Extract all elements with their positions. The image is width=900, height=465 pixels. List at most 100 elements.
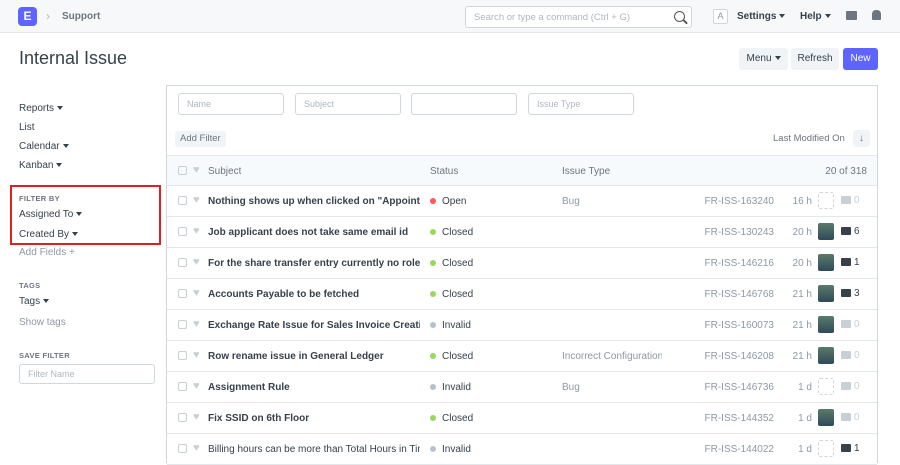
modified-time: 21 h [792, 351, 812, 362]
assignee-avatar[interactable] [818, 409, 834, 426]
table-row[interactable]: ♥ Job applicant does not take same email… [167, 217, 877, 248]
table-row[interactable]: ♥ Fix SSID on 6th Floor Closed FR-ISS-14… [167, 403, 877, 434]
assignee-avatar[interactable] [818, 223, 834, 240]
add-fields-link[interactable]: Add Fields + [19, 247, 75, 258]
caret-down-icon [779, 14, 786, 19]
subject-link[interactable]: Exchange Rate Issue for Sales Invoice Cr… [208, 320, 420, 331]
assignee-avatar[interactable] [818, 254, 834, 271]
sidebar-reports[interactable]: Reports [19, 103, 64, 114]
select-all-checkbox[interactable] [178, 166, 187, 175]
status-label: Closed [442, 289, 474, 300]
status-label: Invalid [442, 382, 471, 393]
subject-link[interactable]: Billing hours can be more than Total Hou… [208, 444, 420, 455]
heart-icon[interactable]: ♥ [193, 194, 200, 206]
created-by-label: Created By [19, 229, 70, 240]
table-row[interactable]: ♥ Row rename issue in General Ledger Clo… [167, 341, 877, 372]
assignee-avatar[interactable] [818, 440, 834, 457]
assignee-avatar[interactable] [818, 378, 834, 395]
heart-icon[interactable]: ♥ [193, 164, 200, 176]
add-filter-button[interactable]: Add Filter [175, 131, 226, 147]
filter-created-by[interactable]: Created By [19, 229, 79, 240]
row-checkbox[interactable] [178, 413, 187, 422]
filter-name-input[interactable]: Filter Name [19, 364, 155, 384]
status-dot-icon [430, 260, 436, 267]
heart-icon[interactable]: ♥ [193, 411, 200, 423]
subject-link[interactable]: For the share transfer entry currently n… [208, 258, 420, 269]
highlight-box [10, 185, 161, 245]
refresh-button[interactable]: Refresh [791, 48, 839, 70]
assignee-avatar[interactable] [818, 316, 834, 333]
breadcrumb-support[interactable]: Support [62, 11, 101, 22]
comment-icon [841, 382, 851, 390]
comment-icon [841, 413, 851, 421]
filter-assigned-to[interactable]: Assigned To [19, 209, 83, 220]
row-checkbox[interactable] [178, 351, 187, 360]
heart-icon[interactable]: ♥ [193, 380, 200, 392]
issue-id: FR-ISS-146736 [704, 382, 774, 393]
comment-count: 0 [841, 195, 860, 206]
sort-order-icon[interactable]: ↓ [853, 130, 870, 147]
bell-icon[interactable] [872, 10, 881, 20]
table-row[interactable]: ♥ Nothing shows up when clicked on "Appo… [167, 186, 877, 217]
subject-link[interactable]: Row rename issue in General Ledger [208, 351, 384, 362]
sidebar-calendar[interactable]: Calendar [19, 141, 69, 152]
issue-type-filter-input[interactable]: Issue Type [528, 93, 634, 115]
subject-link[interactable]: Fix SSID on 6th Floor [208, 413, 310, 424]
assignee-avatar[interactable] [818, 192, 834, 209]
assignee-avatar[interactable] [818, 347, 834, 364]
subject-link[interactable]: Accounts Payable to be fetched [208, 289, 360, 300]
comment-icon [841, 227, 851, 235]
search-placeholder: Search or type a command (Ctrl + G) [474, 12, 631, 23]
row-checkbox[interactable] [178, 289, 187, 298]
app-logo[interactable]: E [18, 7, 37, 26]
name-filter-input[interactable]: Name [178, 93, 284, 115]
heart-icon[interactable]: ♥ [193, 318, 200, 330]
search-icon [674, 11, 685, 22]
row-checkbox[interactable] [178, 227, 187, 236]
heart-icon[interactable]: ♥ [193, 256, 200, 268]
tags-dropdown[interactable]: Tags [19, 296, 50, 307]
sidebar-kanban[interactable]: Kanban [19, 160, 63, 171]
sidebar-list[interactable]: List [19, 122, 35, 133]
row-checkbox[interactable] [178, 196, 187, 205]
subject-link[interactable]: Assignment Rule [208, 382, 290, 393]
status-dot-icon [430, 291, 436, 298]
table-row[interactable]: ♥ Accounts Payable to be fetched Closed … [167, 279, 877, 310]
save-filter-heading: SAVE FILTER [19, 351, 70, 360]
status-dot-icon [430, 353, 436, 360]
table-row[interactable]: ♥ For the share transfer entry currently… [167, 248, 877, 279]
table-row[interactable]: ♥ Exchange Rate Issue for Sales Invoice … [167, 310, 877, 341]
record-count: 20 of 318 [825, 166, 867, 177]
sort-by-button[interactable]: Last Modified On [773, 133, 845, 144]
heart-icon[interactable]: ♥ [193, 225, 200, 237]
sidebar: Reports List Calendar Kanban FILTER BY A… [0, 85, 166, 463]
row-checkbox[interactable] [178, 258, 187, 267]
comment-count-value: 1 [854, 257, 860, 268]
comment-count: 0 [841, 319, 860, 330]
user-avatar[interactable]: A [713, 9, 728, 24]
status-dot-icon [430, 198, 436, 205]
show-tags-link[interactable]: Show tags [19, 317, 66, 328]
heart-icon[interactable]: ♥ [193, 349, 200, 361]
heart-icon[interactable]: ♥ [193, 287, 200, 299]
subject-filter-input[interactable]: Subject [295, 93, 401, 115]
heart-icon[interactable]: ♥ [193, 442, 200, 454]
subject-link[interactable]: Nothing shows up when clicked on "Appoin… [208, 196, 420, 207]
menu-button[interactable]: Menu [739, 48, 788, 70]
table-row[interactable]: ♥ Assignment Rule Invalid Bug FR-ISS-146… [167, 372, 877, 403]
row-checkbox[interactable] [178, 320, 187, 329]
row-checkbox[interactable] [178, 382, 187, 391]
help-menu[interactable]: Help [800, 11, 831, 22]
search-input[interactable]: Search or type a command (Ctrl + G) [465, 6, 692, 28]
settings-menu[interactable]: Settings [737, 11, 786, 22]
issue-id: FR-ISS-130243 [704, 227, 774, 238]
status-badge: Open [430, 196, 550, 207]
subject-link[interactable]: Job applicant does not take same email i… [208, 227, 409, 238]
row-checkbox[interactable] [178, 444, 187, 453]
comment-count-value: 6 [854, 226, 860, 237]
blank-filter-input[interactable] [411, 93, 517, 115]
chat-icon[interactable] [846, 11, 857, 20]
table-row[interactable]: ♥ Billing hours can be more than Total H… [167, 434, 877, 465]
new-button[interactable]: New [843, 48, 878, 70]
assignee-avatar[interactable] [818, 285, 834, 302]
